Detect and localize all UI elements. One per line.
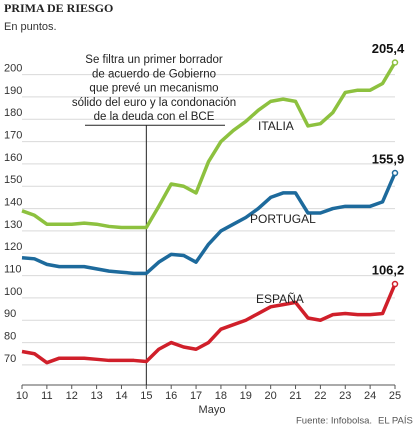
- y-tick-label: 120: [4, 241, 22, 253]
- series-line: [21, 172, 397, 276]
- series-line: [21, 61, 397, 230]
- x-tick-label: 12: [66, 390, 78, 402]
- end-marker: [391, 59, 399, 66]
- x-tick-label: 13: [90, 390, 102, 402]
- series-label: ESPAÑA: [256, 292, 304, 306]
- chart-subtitle: En puntos.: [4, 21, 57, 33]
- x-tick-label: 18: [215, 390, 227, 402]
- x-tick-label: 17: [190, 390, 202, 402]
- y-tick-label: 130: [4, 219, 22, 231]
- x-tick-label: 16: [165, 390, 177, 402]
- annotation-text: sólido del euro y la condonación: [72, 97, 236, 109]
- x-tick-label: 14: [115, 390, 127, 402]
- series-label: PORTUGAL: [250, 212, 316, 226]
- end-marker: [391, 280, 399, 288]
- publisher: EL PAÍS: [378, 416, 413, 427]
- y-tick-label: 110: [4, 263, 22, 275]
- x-tick-label: 19: [240, 390, 252, 402]
- x-tick-label: 22: [314, 390, 326, 402]
- annotation-text: que prevé un mecanismo: [89, 83, 218, 95]
- y-tick-label: 200: [4, 62, 22, 74]
- y-tick-label: 70: [4, 353, 16, 365]
- x-tick-label: 11: [41, 390, 52, 402]
- chart-title: PRIMA DE RIESGO: [4, 1, 113, 15]
- value-label: 106,2: [372, 262, 405, 277]
- x-tick-label: 15: [140, 390, 152, 402]
- source: Fuente: Infobolsa.: [296, 416, 372, 427]
- annotation-text: de acuerdo de Gobierno: [92, 68, 216, 80]
- annotation-text: Se filtra un primer borrador: [85, 54, 223, 66]
- y-tick-label: 150: [4, 174, 22, 186]
- y-tick-label: 170: [4, 129, 22, 141]
- x-tick-label: 20: [265, 390, 277, 402]
- series-label: ITALIA: [258, 119, 294, 133]
- x-tick-label: 24: [364, 390, 376, 402]
- value-label: 205,4: [372, 41, 405, 56]
- x-tick-label: 23: [339, 390, 351, 402]
- y-tick-label: 190: [4, 85, 22, 97]
- y-tick-label: 90: [4, 308, 16, 320]
- x-tick-label: 10: [16, 390, 28, 402]
- x-tick-label: 21: [289, 390, 301, 402]
- x-tick-label: 25: [389, 390, 401, 402]
- y-tick-label: 100: [4, 286, 22, 298]
- end-marker: [391, 169, 399, 177]
- y-tick-label: 140: [4, 196, 22, 208]
- y-tick-label: 80: [4, 330, 16, 342]
- annotation-text: de la deuda con el BCE: [94, 111, 215, 123]
- series-line: [21, 283, 397, 365]
- value-label: 155,9: [372, 151, 405, 166]
- y-tick-label: 180: [4, 107, 22, 119]
- x-axis-label: Mayo: [199, 404, 226, 416]
- y-tick-label: 160: [4, 152, 22, 164]
